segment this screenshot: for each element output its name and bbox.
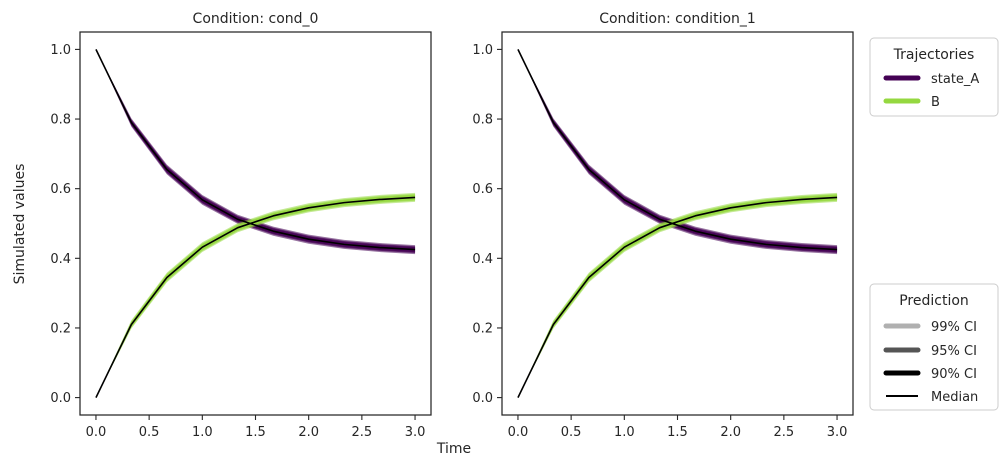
legend-frame (869, 283, 999, 411)
legend-title: Prediction (899, 293, 969, 309)
y-tick-label: 0.0 (472, 391, 493, 406)
y-tick-label: 0.6 (50, 182, 71, 197)
median-line-state-a (95, 49, 416, 251)
legend-label-ci-99: 99% CI (931, 320, 977, 335)
legend-frame (869, 37, 999, 117)
x-tick-label: 2.5 (774, 425, 795, 440)
legend-title: Trajectories (893, 47, 975, 63)
x-tick-label: 2.0 (720, 425, 741, 440)
x-tick-label: 1.5 (667, 425, 688, 440)
subplot-cond-0: Condition: cond_0 0.0 0.5 1.0 1.5 2.0 2.5 3.00… (50, 11, 432, 440)
x-tick-label: 0.0 (86, 425, 107, 440)
y-tick-label: 0.2 (50, 321, 71, 336)
y-tick-label: 0.4 (472, 252, 493, 267)
median-line-b (95, 196, 416, 398)
x-tick-label: 1.0 (192, 425, 213, 440)
median-line-state-a (517, 49, 838, 251)
y-tick-label: 0.0 (50, 391, 71, 406)
x-tick-label: 3.0 (827, 425, 848, 440)
y-tick-label: 0.4 (50, 252, 71, 267)
legend-trajectories: Trajectories state_A B (869, 37, 999, 117)
x-tick-label: 1.0 (614, 425, 635, 440)
plot-marks: 0.0 0.5 1.0 1.5 2.0 2.5 3.0 0.0 0.2 0.4 0.6 0.8 1.0 (50, 43, 425, 440)
y-tick-label: 0.8 (472, 113, 493, 128)
subplot-title: Condition: condition_1 (599, 11, 756, 27)
x-tick-label: 3.0 (405, 425, 426, 440)
x-tick-label: 1.5 (245, 425, 266, 440)
legend-label-median: Median (931, 390, 978, 405)
y-tick-label: 1.0 (50, 43, 71, 58)
y-tick-label: 0.8 (50, 113, 71, 128)
y-tick-label: 1.0 (472, 43, 493, 58)
legend-label-state-a: state_A (931, 72, 979, 87)
x-tick-label: 0.5 (561, 425, 582, 440)
legend-label-ci-95: 95% CI (931, 344, 977, 359)
legend-prediction: Prediction 99% CI 95% CI 90% CI Median (869, 283, 999, 411)
y-tick-label: 0.6 (472, 182, 493, 197)
y-axis-label: Simulated values (12, 164, 28, 285)
subplot-condition-1: Condition: condition_1 0.0 0.5 1.0 1.5 2.0 2.… (472, 11, 854, 440)
x-tick-label: 2.5 (352, 425, 373, 440)
x-tick-label: 2.0 (298, 425, 319, 440)
plot-marks: 0.0 0.5 1.0 1.5 2.0 2.5 3.0 0.0 0.2 0.4 0.6 0.8 1.0 (472, 43, 847, 440)
subplot-title: Condition: cond_0 (193, 11, 319, 27)
median-line-b (517, 196, 838, 398)
x-axis-label: Time (436, 441, 471, 457)
x-tick-label: 0.0 (508, 425, 529, 440)
legend-label-b: B (931, 95, 940, 110)
y-tick-label: 0.2 (472, 321, 493, 336)
x-tick-label: 0.5 (139, 425, 160, 440)
legend-label-ci-90: 90% CI (931, 367, 977, 382)
